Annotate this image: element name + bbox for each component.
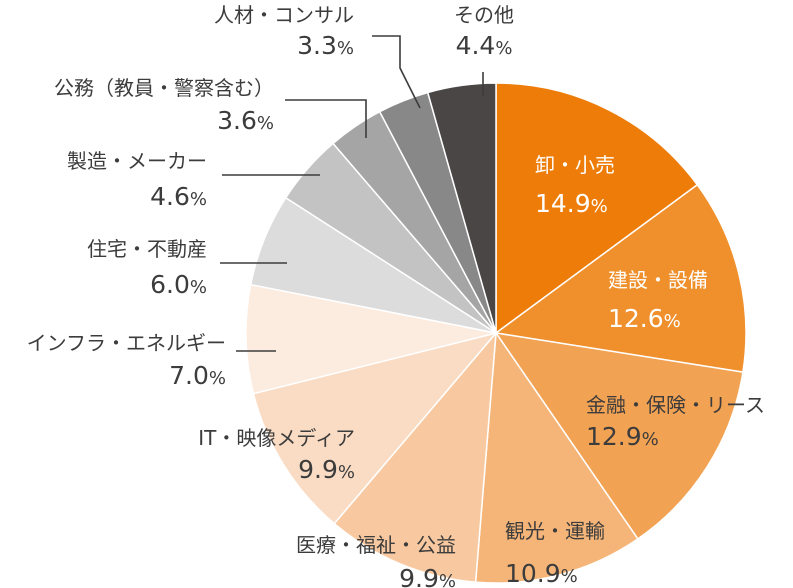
pie-slice — [333, 330, 497, 583]
pie-slice — [252, 331, 499, 525]
slice-label-name: 人材・コンサル — [214, 3, 354, 27]
slice-label-name: 製造・メーカー — [67, 149, 207, 173]
pie-slices — [245, 82, 747, 584]
slice-label-name: インフラ・エネルギー — [27, 331, 226, 355]
slice-label-value: 10.9% — [505, 559, 578, 588]
slice-label-name: 卸・小売 — [535, 153, 615, 177]
leader-line — [372, 35, 421, 109]
leader-line — [285, 99, 367, 138]
slice-label-name: 観光・運輸 — [505, 519, 605, 543]
pie-slice — [494, 183, 747, 373]
slice-label-name: その他 — [454, 3, 514, 27]
slice-label-name: 金融・保険・リース — [586, 393, 765, 417]
pie-slice — [474, 330, 639, 584]
slice-label-value: 3.6% — [217, 106, 274, 135]
slice-labels: 卸・小売 14.9% 建設・設備 12.6% 金融・保険・リース 12.9% 観光・運輸 10… — [27, 3, 765, 588]
pie-slice — [245, 283, 497, 395]
slice-label-value: 3.3% — [297, 31, 354, 60]
slice-label-name: 建設・設備 — [608, 268, 708, 292]
slice-label-name: 住宅・不動産 — [87, 237, 207, 261]
slice-label-value: 4.4% — [456, 31, 513, 60]
slice-label-name: IT・映像メディア — [198, 426, 355, 450]
pie-slice — [426, 82, 497, 334]
slice-label-value: 9.9% — [399, 564, 456, 588]
slice-label-value: 12.6% — [608, 304, 681, 333]
slice-label-name: 公務（教員・警察含む） — [54, 76, 274, 100]
slice-label-value: 7.0% — [169, 361, 226, 390]
pie-slice — [494, 331, 744, 540]
slice-label-value: 14.9% — [535, 189, 608, 218]
slice-label-value: 6.0% — [150, 270, 207, 299]
slice-label-value: 9.9% — [298, 455, 355, 484]
leader-lines — [220, 35, 484, 352]
slice-label-value: 12.9% — [586, 422, 659, 451]
slice-label-value: 4.6% — [150, 182, 207, 211]
pie-slice — [495, 82, 699, 335]
slice-label-name: 医療・福祉・公益 — [296, 533, 456, 557]
